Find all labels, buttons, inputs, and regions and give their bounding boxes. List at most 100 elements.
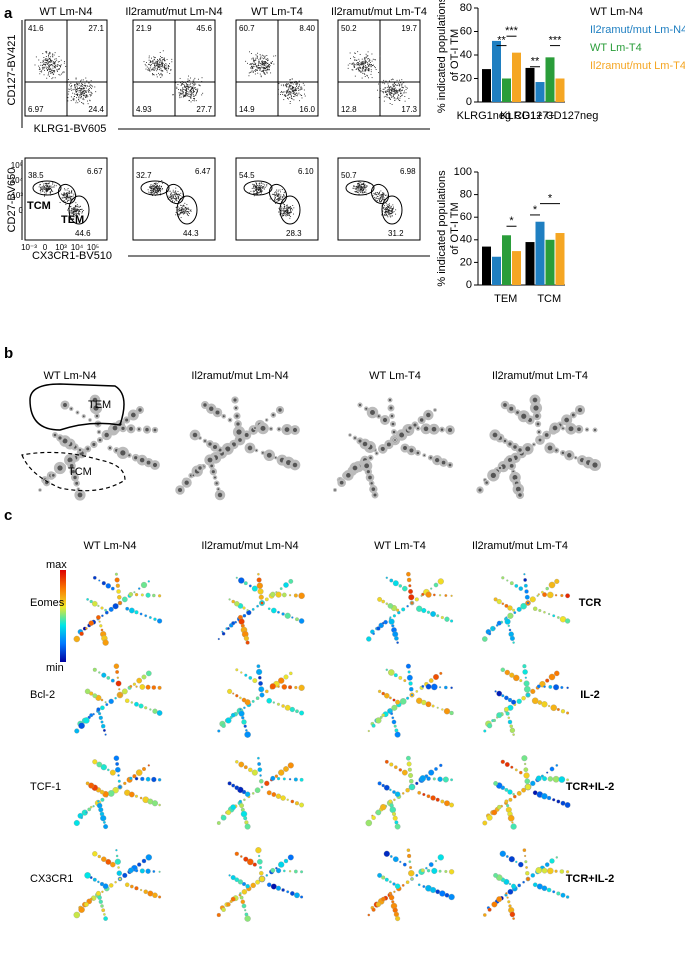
node (494, 690, 497, 693)
node (483, 729, 487, 733)
event (45, 189, 47, 191)
event (149, 190, 151, 192)
node (512, 917, 515, 920)
event (46, 50, 48, 52)
event (265, 58, 267, 60)
event (393, 89, 395, 91)
event (52, 190, 54, 192)
event (264, 62, 266, 64)
event (170, 192, 172, 194)
node (189, 429, 201, 441)
event (248, 192, 250, 194)
event (161, 180, 163, 181)
event (199, 85, 201, 87)
node (538, 608, 542, 613)
event (264, 67, 266, 69)
node (415, 781, 419, 786)
event (177, 194, 179, 196)
node (368, 480, 375, 487)
event (250, 63, 252, 65)
event (190, 77, 192, 79)
node (115, 670, 120, 674)
event (264, 186, 266, 188)
node (396, 641, 399, 644)
event (266, 66, 268, 68)
node (246, 609, 252, 616)
node (96, 707, 101, 712)
node (389, 806, 397, 814)
node (98, 671, 101, 674)
event (181, 93, 183, 95)
event (45, 182, 47, 184)
event (354, 188, 356, 190)
event (89, 89, 91, 91)
event (271, 62, 273, 64)
event (143, 61, 145, 63)
event (179, 94, 181, 96)
event (148, 57, 150, 59)
event (260, 189, 262, 190)
node (436, 614, 440, 618)
event (386, 215, 388, 217)
event (259, 69, 261, 70)
event (252, 72, 254, 73)
event (365, 67, 367, 69)
tick-label: 10⁵ (87, 243, 99, 252)
node (529, 596, 536, 603)
event (157, 61, 159, 63)
node (560, 800, 566, 806)
node (543, 685, 546, 688)
event (158, 189, 160, 191)
event (383, 100, 385, 102)
event (253, 186, 255, 187)
node (103, 913, 106, 916)
event (153, 182, 155, 184)
node (250, 882, 256, 889)
event (40, 190, 42, 192)
event (60, 64, 62, 66)
node (103, 916, 108, 921)
node (531, 442, 536, 447)
event (151, 61, 153, 63)
event (390, 79, 392, 81)
event (259, 54, 261, 56)
node (92, 575, 97, 580)
event (178, 95, 180, 97)
node (438, 594, 442, 597)
event (273, 63, 275, 65)
node (444, 870, 448, 874)
event (54, 62, 56, 64)
event (72, 215, 73, 217)
event (56, 64, 58, 66)
node (255, 879, 261, 885)
event (160, 74, 162, 75)
event (48, 57, 50, 59)
event (361, 189, 363, 191)
node (145, 854, 152, 861)
event (158, 191, 159, 192)
event (264, 184, 266, 186)
event (155, 60, 157, 62)
event (261, 190, 263, 192)
event (358, 62, 359, 64)
node (295, 617, 299, 622)
event (398, 84, 400, 85)
event (354, 52, 356, 54)
event (182, 90, 184, 92)
event (388, 86, 390, 88)
event (365, 65, 367, 66)
node (259, 774, 262, 777)
event (90, 86, 91, 88)
event (63, 192, 65, 194)
event (157, 189, 159, 191)
event (49, 60, 51, 62)
event (181, 81, 183, 83)
event (54, 52, 56, 54)
event (157, 190, 159, 192)
event (157, 190, 159, 192)
node (403, 679, 407, 683)
event (73, 193, 75, 195)
event (182, 87, 183, 89)
event (59, 65, 60, 67)
node (543, 610, 546, 614)
